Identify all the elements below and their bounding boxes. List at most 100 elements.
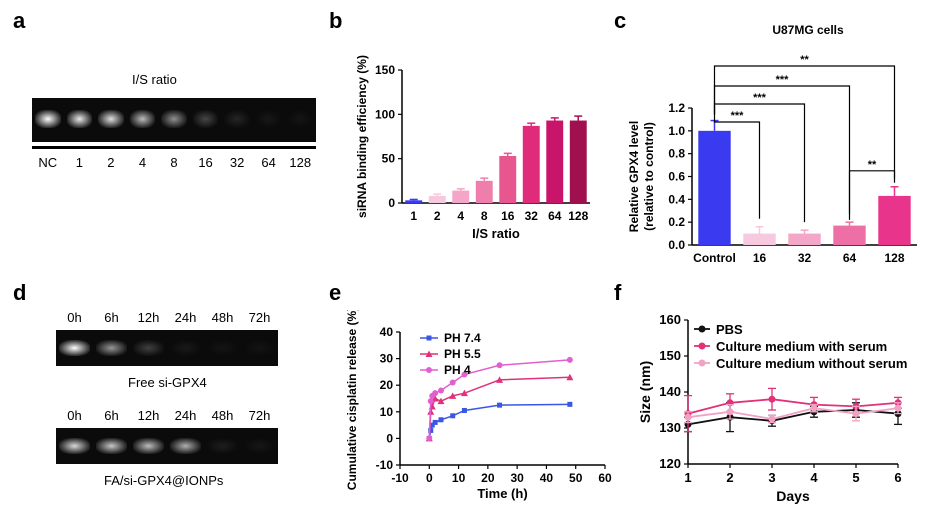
gel-a-underline (32, 146, 316, 149)
legend-label: PH 5.5 (444, 347, 481, 361)
gel-band (255, 110, 282, 128)
bar (788, 233, 821, 245)
bar (569, 120, 587, 203)
y-tick-label: 150 (659, 348, 681, 363)
chart-c-gpx4-level: U87MG cells 0.0 0.2 0.4 0.6 0.8 1.0 1.2 Control 1… (627, 23, 917, 265)
y-tick-label: 120 (659, 456, 681, 471)
gel-lane-label: 0h (67, 310, 82, 325)
gel-band (59, 438, 90, 454)
data-point (461, 407, 467, 413)
x-tick-label: 32 (525, 209, 539, 223)
gel-lane-label: 8 (170, 155, 178, 170)
bar (743, 233, 776, 245)
bar (698, 130, 731, 245)
data-point (429, 422, 435, 428)
y-tick-label: 20 (380, 378, 394, 392)
data-point (496, 362, 503, 369)
gel-band (98, 110, 124, 128)
gel-band (133, 438, 164, 454)
gel-band (66, 110, 93, 128)
legend-label: Culture medium without serum (716, 356, 907, 371)
data-point (449, 379, 456, 386)
gel-d-bottom-image (56, 428, 278, 464)
gel-lane-label: 48h (211, 408, 234, 423)
panel-label-a: a (13, 8, 26, 33)
y-tick-label: 150 (375, 63, 395, 77)
x-tick-label: 64 (548, 209, 562, 223)
x-axis-label: Time (h) (477, 486, 527, 501)
data-point (852, 410, 860, 418)
y-tick-label: -10 (376, 458, 394, 472)
y-tick-label: 140 (659, 384, 681, 399)
data-point (894, 404, 902, 412)
gel-lane-label: 4 (138, 155, 147, 170)
x-axis-label: Days (776, 488, 810, 504)
y-tick-label: 0 (388, 196, 395, 210)
bar (475, 180, 493, 203)
bar (522, 125, 540, 203)
data-point (461, 371, 468, 378)
data-point (426, 435, 433, 442)
x-tick-label: 3 (768, 470, 775, 485)
series-line (687, 407, 899, 420)
y-tick-label: 50 (382, 152, 396, 166)
x-tick-label: 20 (481, 471, 495, 485)
x-tick-label: 8 (481, 209, 488, 223)
gel-lane-label: 6h (104, 408, 119, 423)
chart-f-size: 120 130 140 150 160 1 2 3 4 5 6 PBS Culture medium w… (637, 312, 907, 504)
x-tick-label: 128 (884, 251, 904, 265)
significance-bracket (713, 65, 896, 179)
y-tick-label: 40 (380, 325, 394, 339)
gel-lane-label: 48h (211, 310, 234, 325)
gel-lane-label: NC (38, 155, 58, 170)
gel-band (244, 340, 275, 356)
data-point (460, 389, 468, 397)
x-tick-label: 1 (410, 209, 417, 223)
y-tick-label: 0.2 (668, 215, 685, 229)
data-point (684, 413, 692, 421)
gel-d-bottom-caption: FA/si-GPX4@IONPs (104, 473, 224, 488)
gel-band (35, 110, 61, 128)
data-point (428, 427, 434, 433)
gel-band (170, 438, 201, 454)
gel-lane-label: 12h (137, 408, 160, 423)
legend-label: PH 7.4 (444, 331, 481, 345)
y-axis-label: Cumulative cisplatin release (%) (345, 310, 359, 490)
chart-title: U87MG cells (772, 23, 844, 37)
gel-lane-label: 16 (198, 155, 213, 170)
gel-a-title: I/S ratio (132, 72, 177, 87)
x-tick-label: 16 (501, 209, 515, 223)
legend-label: PH 4 (444, 363, 471, 377)
gel-a-image (32, 98, 316, 142)
x-tick-label: 30 (510, 471, 524, 485)
gel-lane-label: 72h (248, 310, 271, 325)
x-tick-label: 64 (843, 251, 857, 265)
x-tick-label: 16 (753, 251, 767, 265)
gel-lane-label: 72h (248, 408, 271, 423)
panel-label-b: b (329, 8, 343, 33)
gel-d-top-image (56, 330, 278, 366)
x-tick-label: 128 (568, 209, 588, 223)
significance-label: ** (800, 54, 809, 66)
significance-bracket (848, 170, 896, 220)
significance-label: ** (868, 159, 877, 171)
x-tick-label: 40 (540, 471, 554, 485)
x-tick-label: Control (693, 251, 736, 265)
legend-label: PBS (716, 322, 743, 337)
gel-lane-label: 128 (289, 155, 312, 170)
data-point (438, 387, 444, 394)
x-tick-label: 60 (598, 471, 612, 485)
significance-label: *** (753, 92, 767, 104)
data-point (497, 402, 503, 408)
data-point (810, 404, 818, 412)
gel-lane-label: 64 (261, 155, 276, 170)
legend-marker (698, 359, 706, 367)
data-point (449, 392, 457, 399)
bar (499, 156, 517, 203)
series-line (687, 409, 899, 426)
y-axis-label: Relative GPX4 level (627, 121, 641, 232)
gel-band (96, 438, 127, 454)
x-tick-label: 2 (726, 470, 733, 485)
bar (833, 225, 866, 245)
gel-band (133, 340, 164, 356)
